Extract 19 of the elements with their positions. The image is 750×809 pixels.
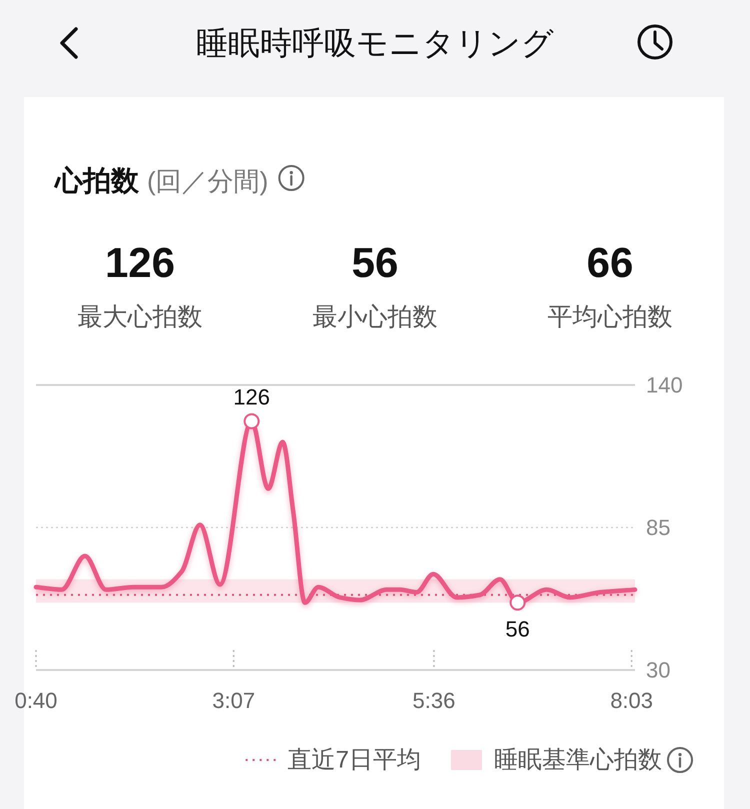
text: 最小心拍数 xyxy=(312,303,438,331)
y-tick-label: 140 xyxy=(646,372,683,398)
chart-subtitle: 心拍数 (回／分間) xyxy=(53,165,268,196)
annotation: 56 xyxy=(505,616,530,642)
annotation: 126 xyxy=(233,384,270,410)
text: 56 xyxy=(352,239,398,286)
x-tick-label: 5:36 xyxy=(412,688,456,713)
y-tick-label: 30 xyxy=(646,658,670,682)
text: 最大心拍数 xyxy=(78,303,202,331)
text: 平均心拍数 xyxy=(548,303,672,331)
legend-label: 睡眠基準心拍数 xyxy=(494,746,662,774)
text: 126 xyxy=(104,239,176,286)
text: 66 xyxy=(586,239,634,286)
x-tick-label: 8:03 xyxy=(610,688,654,713)
x-tick-label: 3:07 xyxy=(212,688,256,713)
y-tick-label: 85 xyxy=(646,515,670,540)
chart-title: 睡眠時呼吸モニタリング xyxy=(196,25,554,61)
x-tick-label: 0:40 xyxy=(14,688,58,713)
legend-label: 直近7日平均 xyxy=(288,746,421,774)
